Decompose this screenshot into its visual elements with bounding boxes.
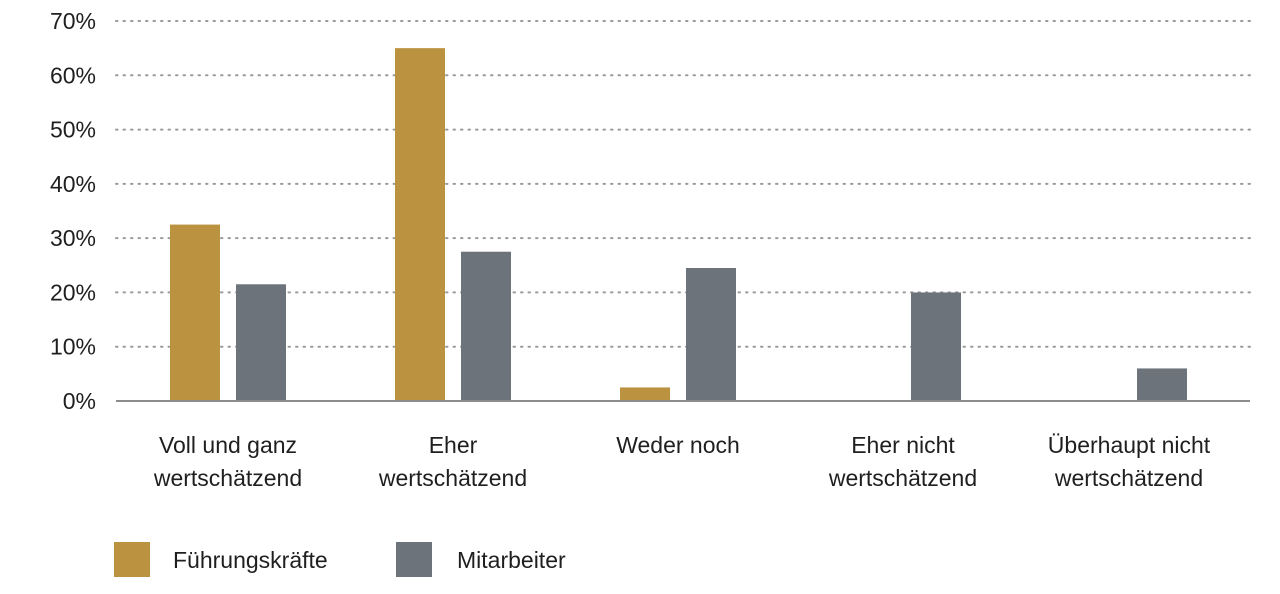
y-tick-label: 10%: [50, 334, 96, 360]
y-tick-label: 20%: [50, 279, 96, 305]
y-tick-label: 40%: [50, 171, 96, 197]
legend-swatch: [114, 542, 150, 577]
category-label: Weder noch: [616, 432, 740, 458]
category-label: wertschätzend: [153, 465, 302, 491]
bar-mitarbeiter: [1137, 368, 1187, 401]
bar-fuehrungskraefte: [395, 48, 445, 402]
bar-fuehrungskraefte: [170, 224, 220, 401]
category-label: wertschätzend: [1054, 465, 1203, 491]
bar-mitarbeiter: [911, 292, 961, 401]
category-label: wertschätzend: [828, 465, 977, 491]
category-label: Eher: [429, 432, 478, 458]
y-tick-label: 50%: [50, 117, 96, 143]
bar-mitarbeiter: [236, 284, 286, 401]
y-tick-label: 70%: [50, 8, 96, 34]
bar-mitarbeiter: [686, 268, 736, 401]
category-label: Eher nicht: [851, 432, 955, 458]
y-tick-label: 0%: [63, 388, 96, 414]
category-label: Überhaupt nicht: [1048, 432, 1211, 458]
y-tick-label: 60%: [50, 62, 96, 88]
category-label: wertschätzend: [378, 465, 527, 491]
legend-label: Führungskräfte: [173, 547, 328, 573]
legend-label: Mitarbeiter: [457, 547, 566, 573]
y-tick-label: 30%: [50, 225, 96, 251]
legend-swatch: [396, 542, 432, 577]
bar-fuehrungskraefte: [620, 387, 670, 401]
bar-mitarbeiter: [461, 251, 511, 401]
category-label: Voll und ganz: [159, 432, 297, 458]
